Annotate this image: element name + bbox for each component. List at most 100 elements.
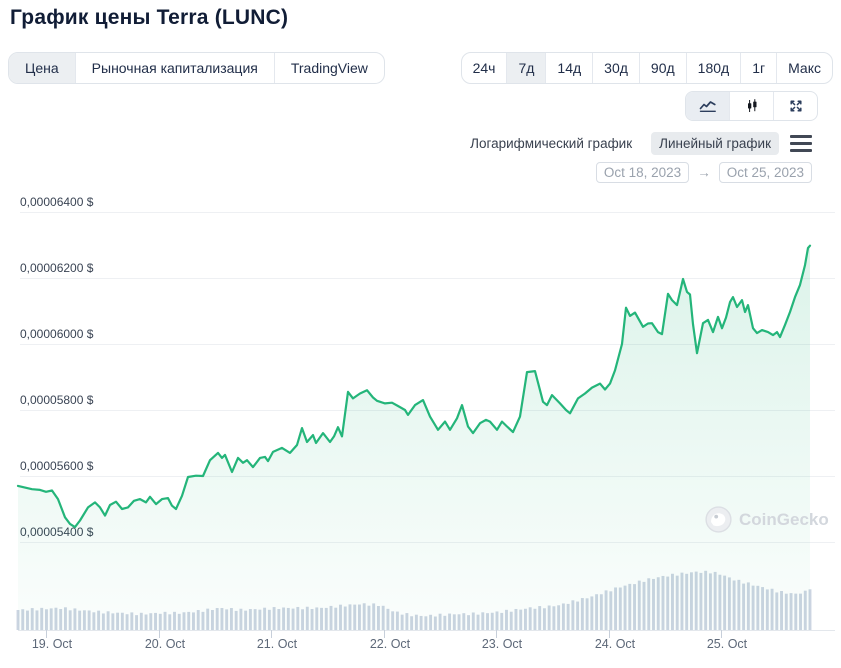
range-button-max[interactable]: Макс xyxy=(788,60,821,76)
volume-bar xyxy=(343,606,347,630)
fullscreen-button[interactable] xyxy=(774,92,817,120)
coingecko-watermark: CoinGecko xyxy=(705,506,829,533)
volume-bar xyxy=(742,583,746,630)
volume-bar xyxy=(452,614,456,630)
volume-bar xyxy=(196,610,200,630)
linear-scale-option[interactable]: Линейный график xyxy=(651,132,779,155)
coingecko-logo-icon xyxy=(705,506,732,533)
volume-bar xyxy=(614,587,618,630)
coingecko-watermark-label: CoinGecko xyxy=(739,509,829,529)
line-chart-icon xyxy=(699,101,716,112)
range-button-1y[interactable]: 1г xyxy=(741,53,778,83)
volume-bar xyxy=(111,613,115,630)
log-scale-option[interactable]: Логарифмический график xyxy=(470,136,633,151)
y-axis-label: 0,00005600 $ xyxy=(20,459,94,473)
volume-bar xyxy=(362,603,366,630)
range-button-30d[interactable]: 30д xyxy=(593,53,640,83)
volume-bar xyxy=(73,608,77,630)
volume-bar xyxy=(358,604,361,630)
volume-bar xyxy=(476,614,480,630)
volume-bar xyxy=(723,575,727,630)
volume-bar xyxy=(395,611,399,630)
volume-bar xyxy=(689,572,693,630)
volume-bar xyxy=(215,608,219,630)
volume-bar xyxy=(158,613,162,630)
volume-bar xyxy=(704,570,708,630)
y-axis-label: 0,00005400 $ xyxy=(20,525,94,539)
volume-bar xyxy=(182,612,186,630)
volume-bar xyxy=(675,575,679,630)
volume-bar xyxy=(438,613,442,630)
volume-bar xyxy=(220,608,224,630)
volume-bar xyxy=(400,614,404,630)
range-button-24h[interactable]: 24ч xyxy=(462,53,508,83)
volume-bar xyxy=(789,593,793,630)
price-line xyxy=(16,244,812,529)
tab-price[interactable]: Цена xyxy=(9,53,76,83)
volume-bar xyxy=(429,614,433,630)
x-axis-tick xyxy=(46,630,47,638)
tab-tradingview[interactable]: TradingView xyxy=(290,60,368,76)
volume-bar xyxy=(514,608,518,630)
volume-bar xyxy=(40,607,44,630)
range-button-7d[interactable]: 7д xyxy=(507,53,547,83)
volume-bar xyxy=(604,590,608,630)
volume-bar xyxy=(229,608,233,630)
volume-bar xyxy=(552,606,556,630)
date-to-input[interactable]: Oct 25, 2023 xyxy=(718,162,812,183)
volume-bar xyxy=(49,608,53,630)
volume-bar xyxy=(547,605,551,630)
volume-bar xyxy=(248,609,252,630)
volume-bar xyxy=(713,571,717,630)
volume-bar xyxy=(414,614,418,630)
y-axis-label: 0,00006000 $ xyxy=(20,327,94,341)
x-axis-line xyxy=(18,630,835,631)
volume-bar xyxy=(609,591,613,630)
volume-bar xyxy=(685,573,689,630)
volume-bar xyxy=(727,577,731,630)
chart-mode-tabs: Цена Рыночная капитализация TradingView xyxy=(8,52,385,84)
volume-bar xyxy=(599,594,603,630)
date-from-input[interactable]: Oct 18, 2023 xyxy=(595,162,690,183)
volume-bar xyxy=(125,614,129,630)
range-button-14d[interactable]: 14д xyxy=(546,53,594,83)
x-axis-tick xyxy=(496,630,497,638)
volume-bar xyxy=(495,611,499,630)
volume-bar xyxy=(561,603,565,630)
volume-bar xyxy=(424,616,428,630)
tab-market-cap[interactable]: Рыночная капитализация xyxy=(76,53,275,83)
line-chart-button[interactable] xyxy=(686,92,730,120)
volume-bar xyxy=(163,611,167,630)
range-button-90d[interactable]: 90д xyxy=(640,53,687,83)
volume-bar xyxy=(353,604,357,630)
volume-bar xyxy=(239,608,243,630)
volume-bar xyxy=(267,609,271,630)
volume-bar xyxy=(381,605,385,630)
volume-bar xyxy=(54,607,58,630)
volume-bar xyxy=(376,606,380,630)
arrow-right-icon: → xyxy=(697,165,711,180)
volume-bar xyxy=(234,610,238,630)
candlestick-chart-button[interactable] xyxy=(730,92,774,120)
volume-bar xyxy=(59,609,63,630)
volume-bar xyxy=(694,571,698,630)
volume-bar xyxy=(775,592,779,630)
range-button-180d[interactable]: 180д xyxy=(687,53,742,83)
volume-bar xyxy=(225,609,229,630)
volume-bar xyxy=(258,609,262,630)
volume-bar xyxy=(45,609,48,630)
volume-bar xyxy=(391,611,395,630)
volume-bar xyxy=(78,610,82,630)
gridline xyxy=(20,278,835,279)
volume-bar xyxy=(661,575,665,630)
volume-bar xyxy=(448,613,452,630)
volume-bar xyxy=(301,609,304,630)
volume-bar xyxy=(557,605,561,630)
chart-menu-icon[interactable] xyxy=(790,133,812,154)
volume-bar xyxy=(794,593,798,630)
volume-bar xyxy=(808,589,812,630)
volume-bar xyxy=(467,615,470,630)
gridline xyxy=(20,212,835,213)
volume-bar xyxy=(63,607,67,630)
volume-bar xyxy=(329,605,333,630)
